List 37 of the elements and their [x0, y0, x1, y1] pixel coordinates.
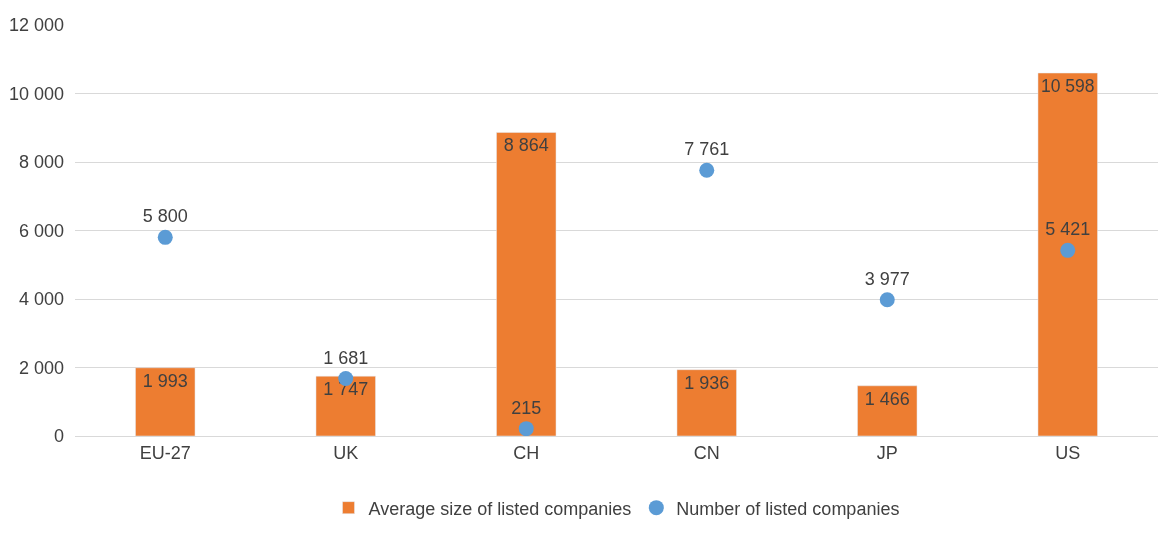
bar [496, 132, 557, 436]
legend-label: Number of listed companies [676, 498, 900, 519]
bar [676, 369, 737, 436]
data-label: 3 977 [864, 268, 910, 289]
point [157, 229, 173, 245]
data-label: 5 421 [1045, 219, 1091, 240]
y-tick-label: 8 000 [18, 152, 64, 173]
point [699, 162, 715, 178]
data-label: 10 598 [1040, 75, 1095, 96]
y-tick-label: 0 [53, 426, 64, 447]
bar [1037, 72, 1098, 436]
y-tick-label: 6 000 [18, 220, 64, 241]
data-label: 1 681 [323, 347, 369, 368]
bar [135, 367, 196, 436]
x-tick-label: UK [333, 442, 359, 463]
bar [857, 385, 918, 436]
data-label: 1 466 [864, 388, 910, 409]
data-label: 8 864 [503, 135, 549, 156]
x-tick-label: JP [876, 442, 898, 463]
data-label: 1 993 [142, 370, 188, 391]
x-tick-label: CH [513, 442, 540, 463]
point [1060, 242, 1076, 258]
x-tick-label: CN [693, 442, 720, 463]
data-label: 215 [511, 397, 542, 418]
bar [315, 375, 376, 436]
x-tick-label: EU-27 [139, 442, 191, 463]
x-tick-label: US [1055, 442, 1081, 463]
legend-label: Average size of listed companies [368, 498, 632, 519]
data-label: 5 800 [142, 206, 188, 227]
data-label: 7 761 [684, 139, 730, 160]
data-label: 1 936 [684, 372, 730, 393]
y-tick-label: 10 000 [8, 83, 64, 104]
point [518, 421, 534, 437]
point [879, 292, 895, 308]
y-tick-label: 4 000 [18, 289, 64, 310]
y-tick-label: 12 000 [8, 15, 64, 36]
y-tick-label: 2 000 [18, 357, 64, 378]
